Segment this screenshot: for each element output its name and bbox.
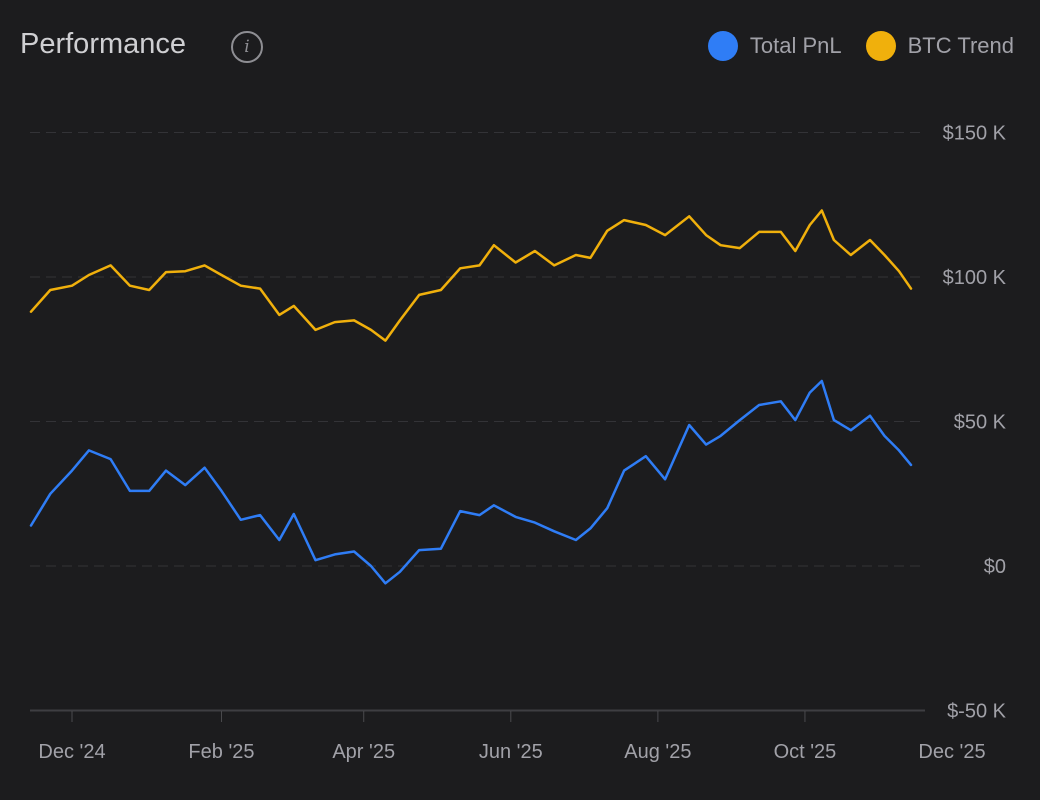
series-line-btc-trend — [29, 209, 913, 342]
x-tick-label: Dec '25 — [918, 741, 985, 763]
x-tick-label: Oct '25 — [774, 741, 837, 763]
legend: Total PnL BTC Trend — [684, 31, 1014, 61]
info-icon[interactable]: i — [231, 31, 263, 63]
chart-title: Performance — [20, 28, 187, 60]
series-line-total-pnl — [29, 379, 913, 585]
x-tick-label: Aug '25 — [624, 741, 691, 763]
y-tick-label: $150 K — [943, 123, 1007, 145]
legend-label: Total PnL — [749, 33, 842, 58]
x-tick-label: Jun '25 — [479, 741, 543, 763]
legend-dot-btc-trend — [865, 31, 896, 61]
legend-item-btc-trend[interactable]: BTC Trend — [865, 31, 1014, 61]
legend-item-total-pnl[interactable]: Total PnL — [707, 31, 842, 61]
legend-dot-total-pnl — [707, 31, 738, 61]
y-tick-label: $-50 K — [947, 701, 1007, 723]
y-tick-label: $100 K — [943, 267, 1007, 289]
y-tick-label: $0 — [984, 556, 1006, 578]
x-tick-label: Apr '25 — [332, 741, 395, 763]
legend-label: BTC Trend — [907, 33, 1014, 58]
x-tick-label: Dec '24 — [38, 741, 105, 763]
x-tick-label: Feb '25 — [188, 741, 254, 763]
y-tick-label: $50 K — [954, 412, 1007, 434]
